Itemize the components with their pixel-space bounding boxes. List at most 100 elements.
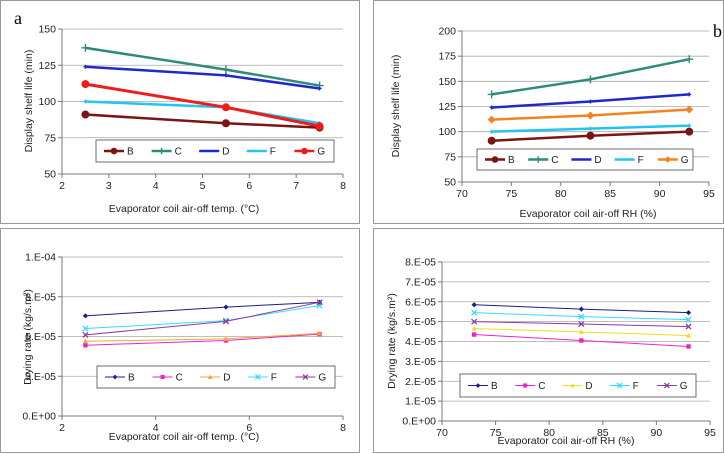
- data-point-f: [82, 325, 89, 332]
- y-tick-label: 5.E-05: [405, 316, 436, 328]
- data-point-b: [82, 313, 89, 319]
- series-line-c: [85, 46, 320, 87]
- data-point-d: [316, 330, 323, 336]
- data-point-f: [687, 123, 692, 128]
- y-tick-label: 2.E-05: [405, 376, 436, 388]
- y-tick-label: 75: [44, 132, 56, 144]
- legend-label-c: C: [551, 155, 558, 166]
- data-point-g: [471, 318, 478, 325]
- y-tick-label: 6.E-05: [405, 296, 436, 308]
- data-point-c: [487, 90, 496, 99]
- data-point-f: [471, 309, 478, 316]
- legend-marker-g: [302, 374, 309, 380]
- data-point-g: [685, 323, 692, 330]
- data-point-b: [685, 310, 692, 316]
- legend-marker-g: [301, 147, 308, 155]
- panel-drying-rate-vs-rh: 0.E+00 1.E-05 2.E-05 3.E-05 4.E-05 5.E-05 6.E-…: [373, 228, 724, 453]
- legend-label-b: B: [508, 155, 515, 166]
- data-point-b: [685, 127, 694, 136]
- x-axis-title: Evaporator coil air-off RH (%): [520, 208, 657, 220]
- chart-shelf-life-vs-rh: 50 75 100 125 150 175 200 70 75 80 85 90 95 Evaporato…: [390, 26, 715, 221]
- x-tick-label: 75: [506, 188, 518, 200]
- x-axis-title: Evaporator coil air-off temp. (°C): [109, 431, 259, 443]
- x-tick-label: 90: [651, 427, 663, 439]
- x-tick-label: 70: [436, 427, 448, 439]
- y-tick-label: 200: [438, 26, 456, 38]
- y-tick-label: 8.E-05: [25, 291, 56, 303]
- data-point-g: [586, 111, 595, 120]
- legend-label-b: B: [491, 381, 498, 392]
- legend-label-f: F: [638, 155, 644, 166]
- legend-label-d: D: [585, 381, 592, 392]
- data-point-g: [316, 299, 323, 306]
- legend-marker-f: [254, 374, 261, 380]
- series-line-d: [85, 332, 320, 342]
- y-tick-label: 0.E+00: [22, 411, 56, 423]
- y-tick-label: 100: [38, 96, 56, 108]
- data-point-g: [222, 318, 229, 325]
- data-point-c: [471, 332, 477, 337]
- data-point-b: [578, 306, 584, 312]
- legend-label-g: G: [681, 155, 689, 166]
- chart-drying-rate-vs-rh: 0.E+00 1.E-05 2.E-05 3.E-05 4.E-05 5.E-05 6.E-…: [386, 257, 716, 448]
- y-axis-title: Drying rate (kg/s.m²): [22, 289, 34, 385]
- y-tick-label: 0.E+00: [402, 416, 436, 428]
- data-point-c: [81, 43, 90, 52]
- chart-shelf-life-vs-temp: 50 75 100 125 150 2 3 4 5 6 7 8 Evaporator coil air-…: [23, 24, 346, 216]
- y-tick-label: 5.E-05: [25, 331, 56, 343]
- data-point-d: [223, 73, 228, 78]
- data-point-f: [489, 129, 494, 134]
- panel-drying-rate-vs-temp: 0.E+00 3.E-05 5.E-05 8.E-05 1.E-04 2 4 6 8 Evapor…: [0, 228, 360, 453]
- x-tick-label: 8: [340, 180, 346, 192]
- y-tick-label: 75: [444, 151, 456, 163]
- legend-label-f: F: [270, 147, 276, 158]
- y-tick-label: 150: [438, 76, 456, 88]
- y-axis-title: Display shelf life (min): [23, 50, 35, 153]
- data-point-c: [586, 75, 595, 84]
- data-point-b: [487, 136, 496, 145]
- data-point-d: [82, 338, 89, 344]
- y-tick-label: 50: [44, 169, 56, 181]
- data-point-b: [586, 131, 595, 140]
- panel-shelf-life-vs-rh: 50 75 100 125 150 175 200 70 75 80 85 90 95 Evaporato…: [373, 0, 724, 224]
- data-point-d: [685, 332, 692, 338]
- legend-label-c: C: [175, 147, 182, 158]
- y-tick-label: 150: [38, 24, 56, 36]
- x-tick-label: 95: [703, 188, 715, 200]
- legend-label-d: D: [594, 155, 601, 166]
- x-axis-title: Evaporator coil air-off RH (%): [498, 435, 635, 447]
- y-axis-title: Drying rate (kg/s.m²): [386, 293, 398, 389]
- legend-label-c: C: [538, 381, 545, 392]
- data-point-d: [317, 86, 322, 91]
- x-tick-label: 70: [456, 188, 468, 200]
- legend-label-b: B: [127, 147, 134, 158]
- x-tick-label: 90: [654, 188, 666, 200]
- legend-marker-c: [158, 147, 165, 155]
- legend-marker-d: [207, 374, 213, 379]
- panel-letter-a: a: [14, 8, 22, 28]
- x-tick-label: 3: [106, 180, 112, 192]
- y-tick-label: 50: [444, 177, 456, 189]
- data-point-g: [81, 80, 90, 89]
- x-tick-label: 8: [340, 422, 346, 434]
- y-tick-label: 175: [438, 51, 456, 63]
- data-point-g: [578, 320, 585, 328]
- data-point-b: [221, 119, 230, 128]
- data-point-f: [685, 316, 692, 323]
- data-point-b: [471, 302, 477, 308]
- legend-marker-c: [160, 374, 165, 380]
- x-tick-label: 5: [200, 180, 206, 192]
- data-point-f: [578, 313, 585, 320]
- data-point-c: [83, 343, 88, 348]
- x-tick-label: 75: [490, 427, 502, 439]
- legend-label-g: G: [317, 147, 325, 158]
- x-tick-label: 85: [597, 427, 609, 439]
- x-tick-label: 6: [246, 422, 252, 434]
- x-tick-label: 2: [59, 422, 65, 434]
- y-tick-label: 7.E-05: [405, 276, 436, 288]
- y-tick-label: 4.E-05: [405, 336, 436, 348]
- y-tick-label: 125: [38, 60, 56, 72]
- legend-label-d: D: [222, 147, 229, 158]
- y-tick-label: 1.E-05: [405, 396, 436, 408]
- data-point-g: [315, 122, 324, 131]
